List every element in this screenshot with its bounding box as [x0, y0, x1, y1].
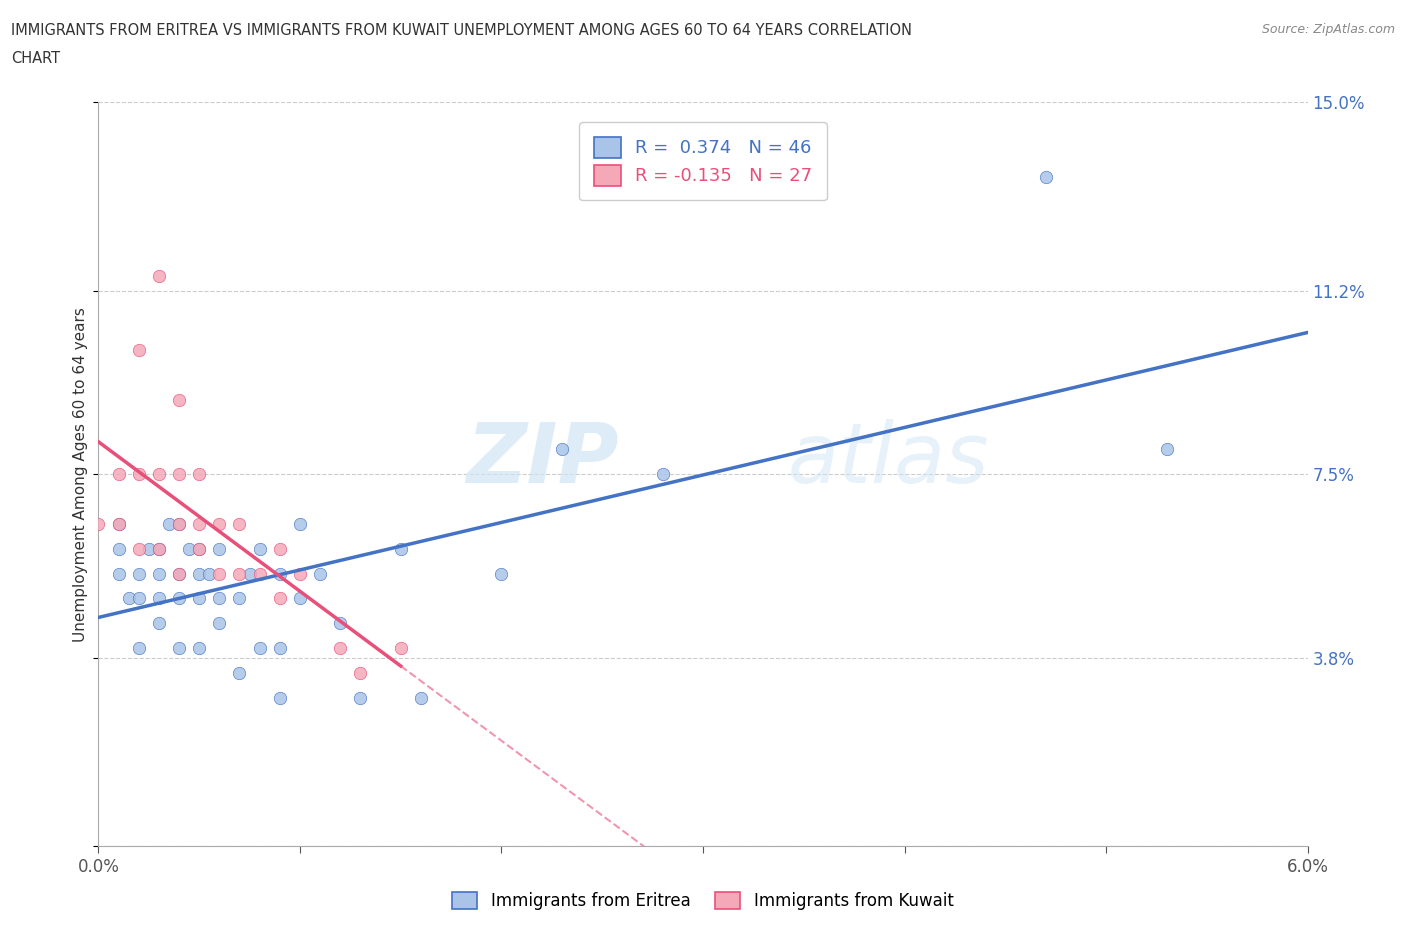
Point: [107, 467, 129, 482]
Point: [188, 641, 211, 656]
Point: [128, 641, 150, 656]
Point: [349, 665, 371, 680]
Point: [389, 541, 412, 556]
Point: [107, 541, 129, 556]
Point: [179, 541, 201, 556]
Text: ZIP: ZIP: [465, 418, 619, 500]
Point: [239, 566, 262, 581]
Point: [148, 467, 170, 482]
Point: [329, 616, 352, 631]
Point: [188, 566, 211, 581]
Point: [651, 467, 673, 482]
Point: [167, 641, 190, 656]
Point: [551, 442, 574, 457]
Point: [288, 516, 311, 531]
Point: [148, 566, 170, 581]
Point: [148, 616, 170, 631]
Point: [157, 516, 180, 531]
Text: IMMIGRANTS FROM ERITREA VS IMMIGRANTS FROM KUWAIT UNEMPLOYMENT AMONG AGES 60 TO : IMMIGRANTS FROM ERITREA VS IMMIGRANTS FR…: [11, 23, 912, 38]
Point: [148, 541, 170, 556]
Point: [128, 566, 150, 581]
Point: [228, 591, 250, 605]
Point: [128, 467, 150, 482]
Point: [329, 641, 352, 656]
Point: [208, 616, 231, 631]
Point: [269, 566, 291, 581]
Point: [491, 566, 513, 581]
Point: [188, 516, 211, 531]
Point: [128, 343, 150, 358]
Point: [188, 541, 211, 556]
Point: [167, 392, 190, 407]
Point: [118, 591, 141, 605]
Point: [128, 541, 150, 556]
Point: [167, 467, 190, 482]
Point: [409, 690, 432, 705]
Point: [107, 516, 129, 531]
Point: [309, 566, 332, 581]
Text: atlas: atlas: [787, 418, 990, 500]
Point: [107, 516, 129, 531]
Point: [208, 566, 231, 581]
Point: [148, 591, 170, 605]
Point: [269, 690, 291, 705]
Point: [288, 591, 311, 605]
Point: [208, 591, 231, 605]
Y-axis label: Unemployment Among Ages 60 to 64 years: Unemployment Among Ages 60 to 64 years: [73, 307, 89, 642]
Text: CHART: CHART: [11, 51, 60, 66]
Point: [269, 591, 291, 605]
Text: Source: ZipAtlas.com: Source: ZipAtlas.com: [1261, 23, 1395, 36]
Point: [188, 541, 211, 556]
Point: [228, 516, 250, 531]
Point: [167, 566, 190, 581]
Point: [188, 591, 211, 605]
Point: [167, 516, 190, 531]
Point: [167, 516, 190, 531]
Point: [349, 690, 371, 705]
Point: [269, 641, 291, 656]
Point: [138, 541, 160, 556]
Point: [128, 591, 150, 605]
Point: [269, 541, 291, 556]
Point: [249, 641, 271, 656]
Point: [389, 641, 412, 656]
Point: [167, 566, 190, 581]
Point: [249, 541, 271, 556]
Point: [228, 665, 250, 680]
Point: [208, 516, 231, 531]
Point: [198, 566, 221, 581]
Point: [1156, 442, 1178, 457]
Point: [107, 566, 129, 581]
Point: [148, 541, 170, 556]
Point: [208, 541, 231, 556]
Point: [188, 467, 211, 482]
Point: [288, 566, 311, 581]
Point: [1035, 169, 1057, 184]
Point: [167, 591, 190, 605]
Legend: R =  0.374   N = 46, R = -0.135   N = 27: R = 0.374 N = 46, R = -0.135 N = 27: [579, 123, 827, 200]
Point: [228, 566, 250, 581]
Point: [87, 516, 110, 531]
Legend: Immigrants from Eritrea, Immigrants from Kuwait: Immigrants from Eritrea, Immigrants from…: [446, 885, 960, 917]
Point: [249, 566, 271, 581]
Point: [148, 269, 170, 284]
